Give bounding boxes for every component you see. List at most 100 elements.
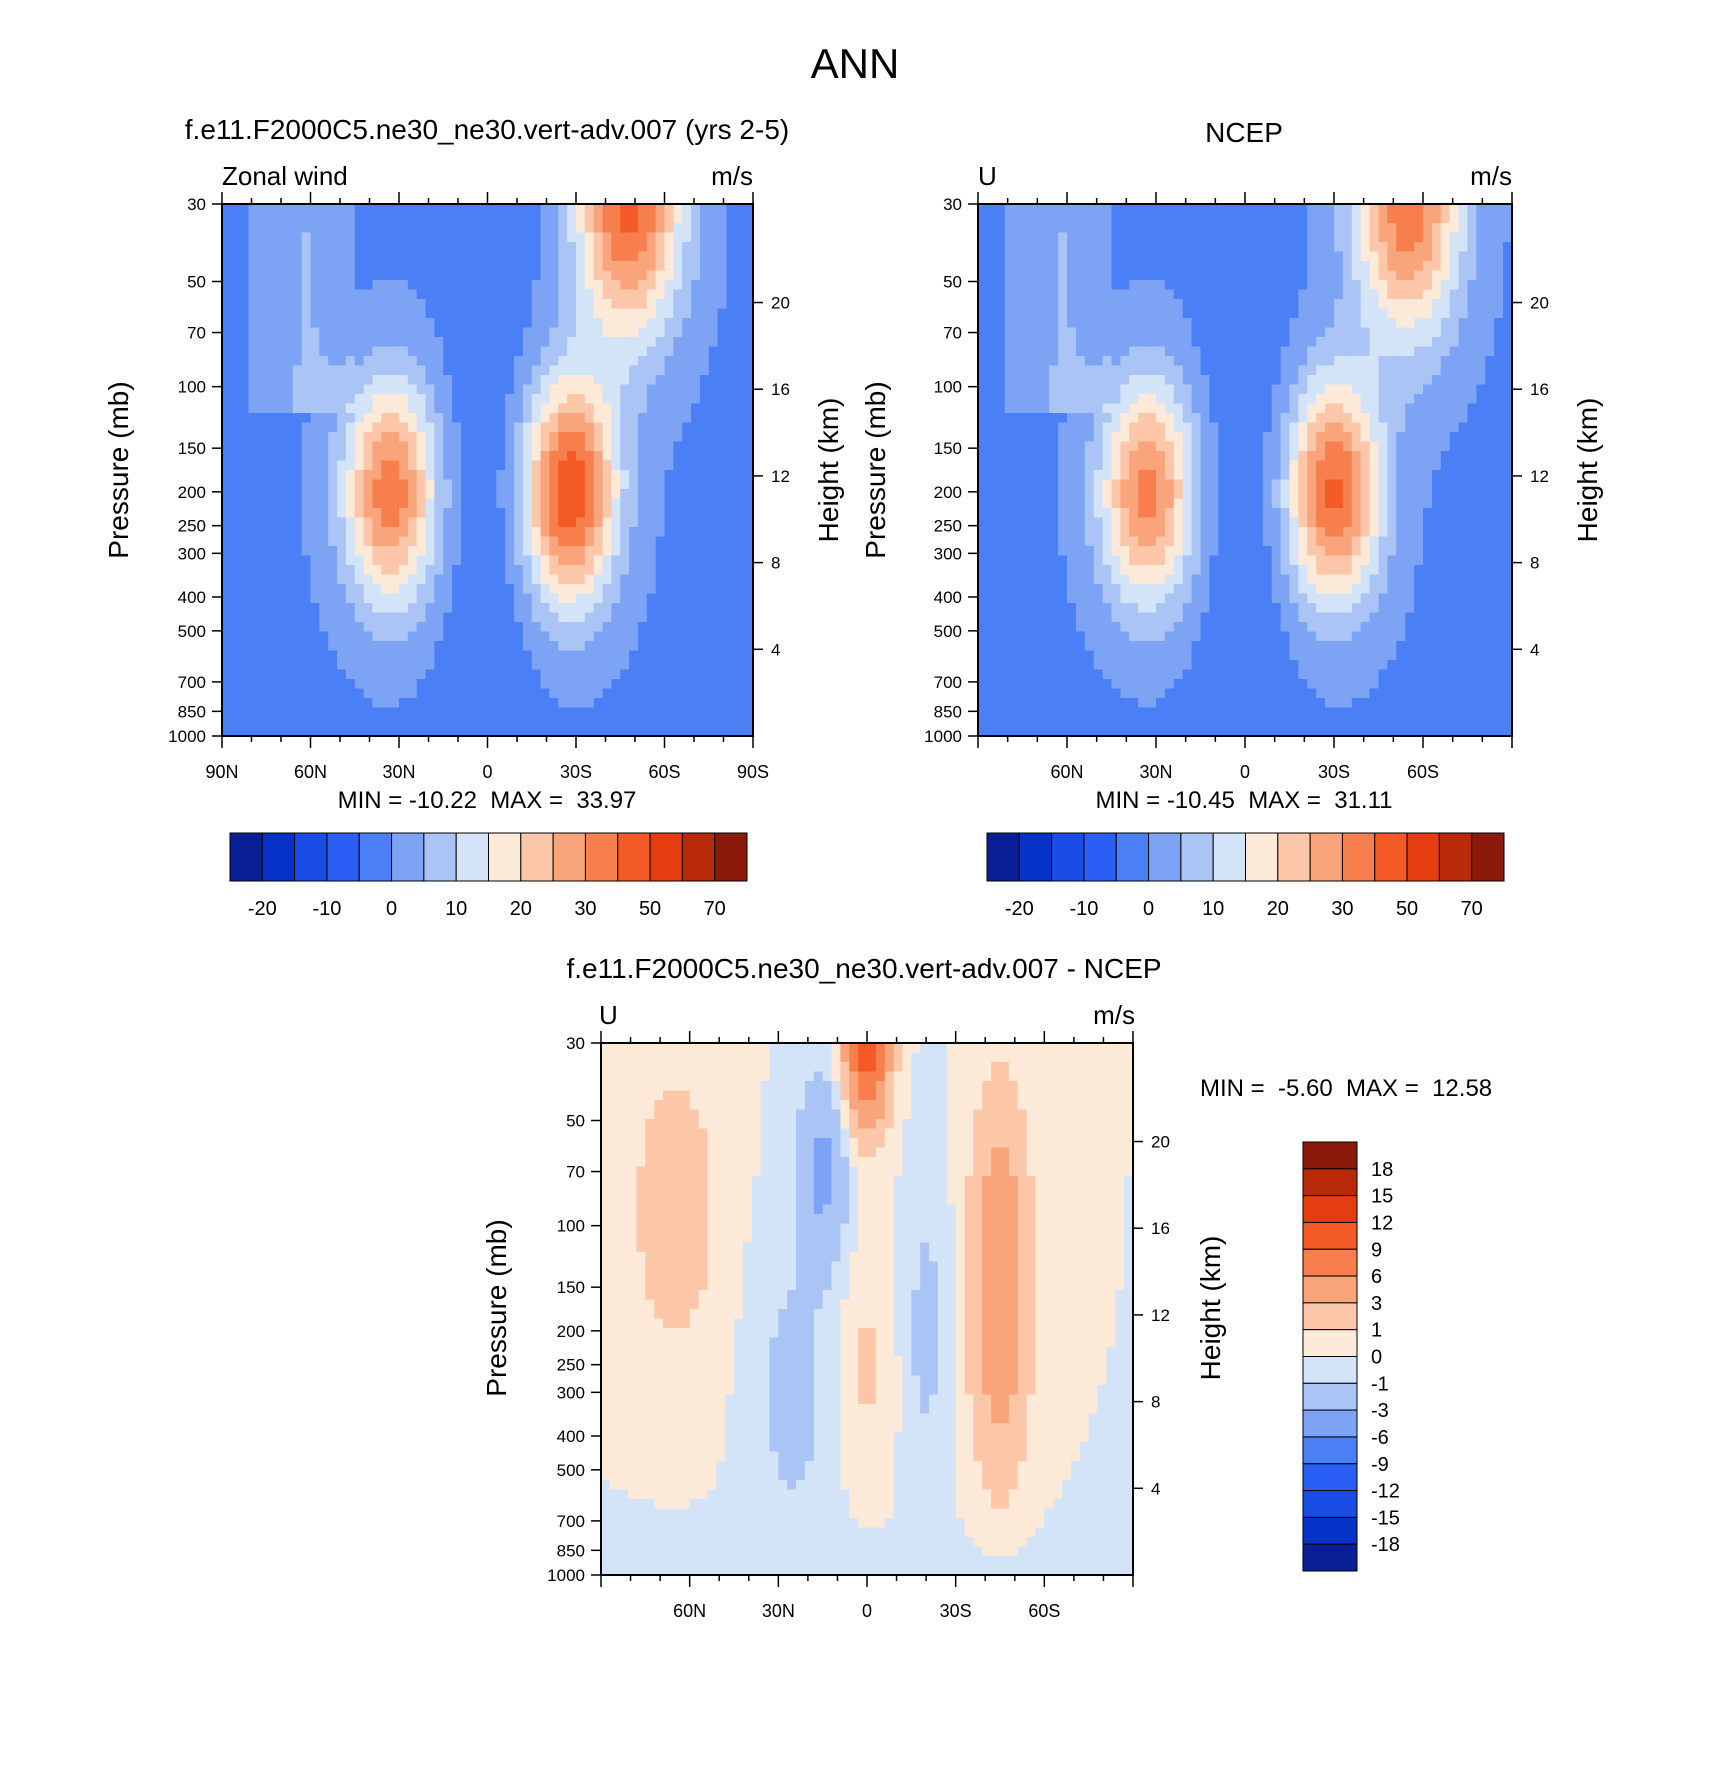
field-cell	[1218, 327, 1228, 338]
field-cell	[248, 223, 258, 234]
field-cell	[691, 726, 701, 737]
lat-tick-label: 30N	[382, 762, 415, 782]
field-cell	[257, 327, 267, 338]
field-cell	[275, 365, 285, 376]
field-cell	[301, 479, 312, 490]
field-cell	[275, 593, 285, 604]
field-cell	[1485, 232, 1495, 243]
field-cell	[558, 641, 568, 652]
field-cell	[390, 669, 400, 680]
field-cell	[416, 536, 427, 547]
field-cell	[434, 603, 444, 614]
field-cell	[1387, 242, 1397, 253]
field-cell	[1227, 337, 1237, 348]
field-cell	[655, 603, 666, 614]
field-cell	[1182, 318, 1193, 329]
field-cell	[266, 650, 276, 661]
field-cell	[505, 460, 515, 471]
field-cell	[1156, 299, 1166, 310]
field-cell	[567, 299, 577, 310]
field-cell	[655, 650, 666, 661]
field-cell	[345, 707, 356, 718]
field-cell	[1129, 327, 1139, 338]
field-cell	[629, 679, 639, 690]
field-cell	[1253, 251, 1264, 262]
field-cell	[735, 584, 745, 595]
field-cell	[540, 679, 551, 690]
field-cell	[629, 413, 639, 424]
field-cell	[345, 365, 356, 376]
field-cell	[567, 394, 577, 405]
field-cell	[1378, 270, 1388, 281]
field-cell	[699, 289, 710, 300]
field-cell	[1182, 280, 1193, 291]
field-cell	[328, 508, 338, 519]
field-cell	[1262, 337, 1273, 348]
field-cell	[744, 593, 754, 604]
field-cell	[1049, 337, 1059, 348]
field-cell	[1342, 384, 1353, 395]
field-cell	[1405, 232, 1415, 243]
field-cell	[1164, 280, 1175, 291]
field-cell	[699, 546, 710, 557]
field-cell	[514, 650, 524, 661]
field-cell	[248, 707, 258, 718]
field-cell	[567, 726, 577, 737]
field-cell	[567, 223, 577, 234]
field-cell	[682, 223, 692, 234]
field-cell	[487, 527, 497, 538]
field-cell	[1378, 422, 1388, 433]
field-cell	[1485, 375, 1495, 386]
height-tick-label: 4	[771, 640, 780, 659]
field-cell	[726, 384, 736, 395]
field-cell	[292, 242, 303, 253]
field-cell	[354, 327, 365, 338]
field-cell	[1351, 356, 1362, 367]
field-cell	[275, 717, 285, 728]
field-cell	[699, 593, 710, 604]
field-cell	[629, 327, 639, 338]
field-cell	[1200, 432, 1210, 443]
field-cell	[452, 508, 462, 519]
field-cell	[248, 660, 258, 671]
field-cell	[1253, 318, 1264, 329]
field-cell	[726, 213, 736, 224]
field-cell	[452, 394, 462, 405]
field-cell	[1369, 375, 1380, 386]
field-cell	[1236, 223, 1246, 234]
field-cell	[1503, 223, 1513, 234]
field-cell	[584, 318, 595, 329]
field-cell	[1209, 251, 1219, 262]
field-cell	[1387, 318, 1397, 329]
field-cell	[691, 536, 701, 547]
field-cell	[691, 679, 701, 690]
field-cell	[620, 242, 630, 253]
field-cell	[1058, 375, 1068, 386]
field-cell	[1138, 251, 1148, 262]
field-cell	[744, 584, 754, 595]
field-cell	[239, 289, 250, 300]
field-cell	[1138, 375, 1148, 386]
field-cell	[1191, 308, 1202, 319]
field-cell	[629, 479, 639, 490]
field-cell	[292, 508, 303, 519]
field-cell	[425, 308, 435, 319]
field-cell	[372, 593, 382, 604]
field-cell	[611, 356, 621, 367]
field-cell	[637, 717, 648, 728]
field-cell	[717, 270, 728, 281]
field-cell	[1173, 280, 1184, 291]
field-cell	[1253, 432, 1264, 443]
field-cell	[1298, 308, 1308, 319]
field-cell	[354, 403, 365, 414]
field-cell	[699, 384, 710, 395]
field-cell	[496, 204, 506, 215]
field-cell	[1316, 318, 1326, 329]
field-cell	[699, 261, 710, 272]
field-cell	[301, 622, 312, 633]
field-cell	[1236, 356, 1246, 367]
field-cell	[478, 223, 489, 234]
field-cell	[1476, 394, 1486, 405]
field-cell	[399, 460, 409, 471]
colorbar-swatch	[520, 832, 554, 882]
